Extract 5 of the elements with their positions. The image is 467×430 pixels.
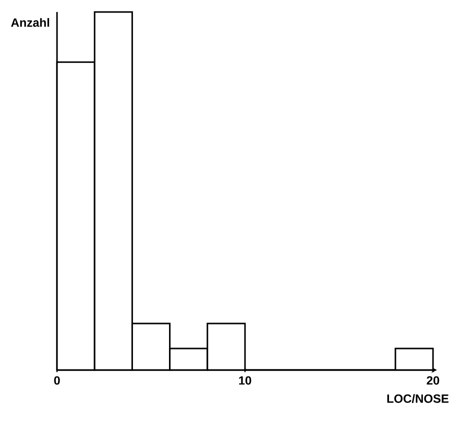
- y-axis-title: Anzahl: [11, 18, 50, 27]
- x-tick-label: 0: [54, 376, 60, 385]
- x-axis-title: LOC/NOSE: [387, 394, 448, 403]
- x-tick-label: 20: [426, 376, 440, 385]
- x-tick-label: 10: [239, 376, 252, 385]
